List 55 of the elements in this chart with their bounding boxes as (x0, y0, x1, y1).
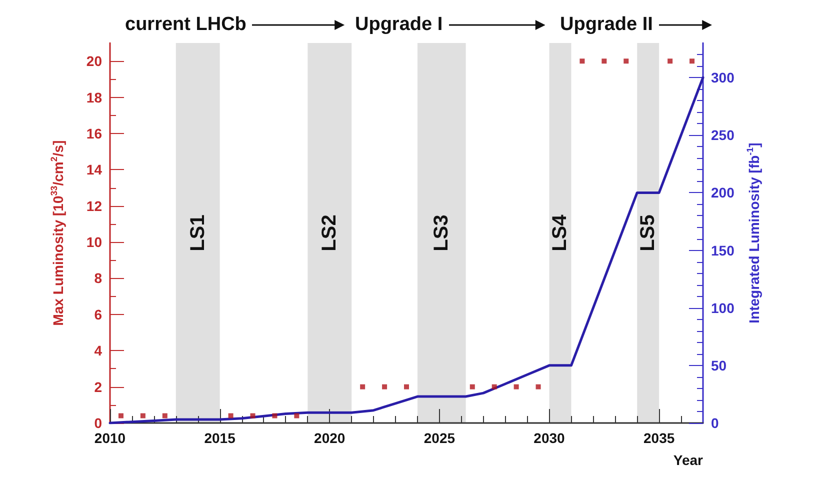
y2-tick-label: 0 (711, 415, 719, 431)
y-tick-label: 6 (94, 306, 102, 322)
x-tick-label: 2035 (643, 430, 675, 446)
point (536, 384, 541, 390)
point (140, 413, 146, 418)
point (360, 384, 366, 390)
y-tick-label: 12 (86, 198, 102, 214)
point (492, 384, 497, 390)
point (228, 413, 234, 418)
x-tick-label: 2010 (94, 430, 126, 446)
y2-axis-title: Integrated Luminosity [fb-1] (744, 142, 762, 324)
y2-tick-label: 250 (711, 127, 735, 144)
y2-tick-label: 300 (711, 70, 735, 86)
y-axis-title: Max Luminosity [1033/cm2/s] (49, 140, 66, 326)
point (294, 413, 300, 418)
point (162, 413, 168, 418)
text: Upgrade I (355, 14, 443, 36)
band-label: LS3 (430, 214, 453, 252)
point (602, 58, 607, 64)
point (272, 413, 278, 418)
band-label: LS4 (549, 214, 572, 252)
y-tick-label: 18 (86, 89, 102, 106)
y-tick-label: 20 (86, 53, 102, 70)
x-tick-label: 2025 (424, 430, 456, 446)
point (118, 413, 124, 418)
point (624, 58, 629, 64)
point (514, 384, 519, 390)
y2-tick-label: 150 (711, 242, 735, 258)
y-tick-label: 4 (94, 342, 102, 359)
point (470, 384, 475, 390)
y-tick-label: 14 (86, 162, 102, 178)
x-axis-title: Year (673, 452, 704, 468)
point (690, 58, 695, 64)
y-tick-label: 16 (86, 125, 102, 142)
text: current LHCb (125, 14, 246, 36)
x-tick-label: 2030 (534, 430, 566, 446)
text: Upgrade II (560, 14, 653, 36)
point (250, 413, 256, 418)
band-label: LS2 (318, 214, 341, 252)
band-label: LS1 (186, 214, 209, 252)
x-tick-label: 2015 (204, 430, 236, 446)
y2-tick-label: 100 (711, 300, 735, 316)
y2-tick-label: 200 (711, 184, 735, 201)
y-tick-label: 2 (94, 378, 102, 395)
y-tick-label: 10 (86, 234, 102, 250)
point (668, 58, 673, 64)
band-label: LS5 (637, 214, 660, 252)
line-series (108, 76, 704, 424)
point (404, 384, 409, 390)
point (382, 384, 388, 390)
point (580, 58, 585, 64)
y-tick-label: 0 (94, 415, 102, 431)
x-tick-label: 2020 (314, 430, 346, 446)
y-tick-label: 8 (94, 270, 102, 286)
y2-tick-label: 50 (711, 357, 727, 374)
